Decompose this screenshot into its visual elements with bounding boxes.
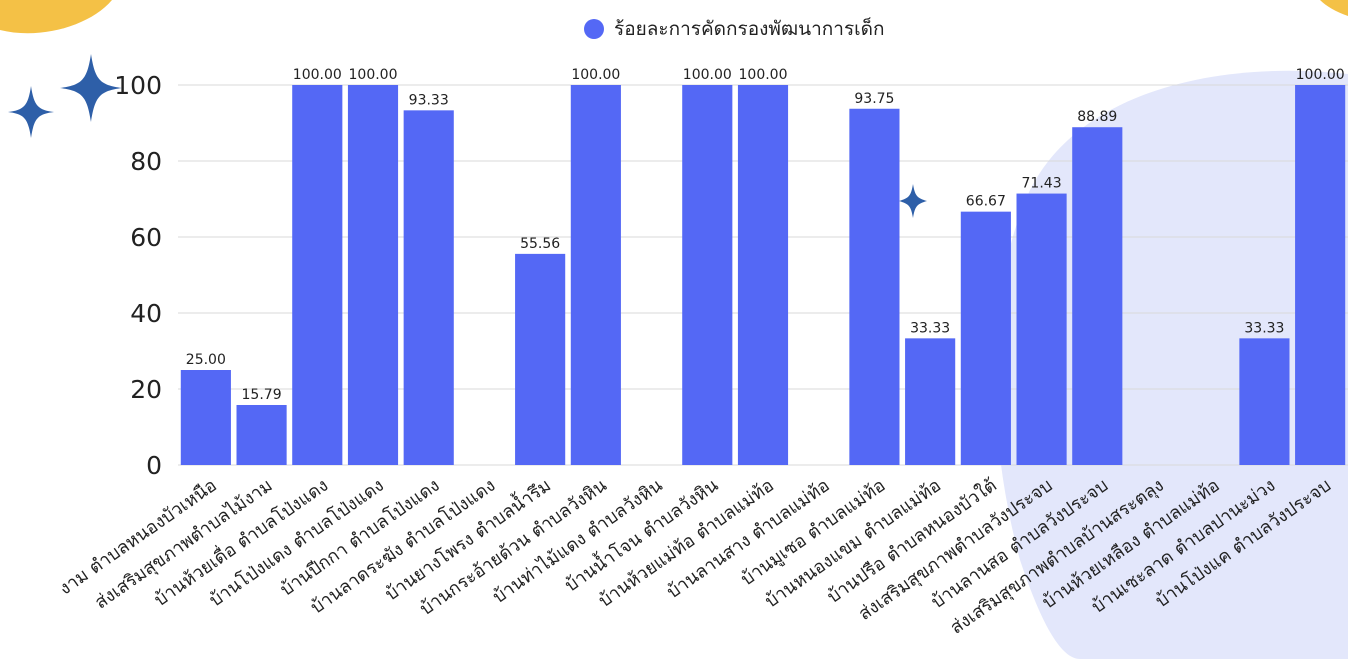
y-tick-label: 60 bbox=[130, 223, 162, 252]
corner-blob-top-right bbox=[1320, 0, 1348, 16]
data-label: 33.33 bbox=[910, 320, 950, 336]
bar bbox=[682, 85, 733, 465]
bar bbox=[1016, 193, 1067, 466]
bar bbox=[292, 85, 343, 465]
data-label: 100.00 bbox=[1296, 67, 1345, 83]
data-label: 15.79 bbox=[242, 387, 282, 403]
sparkle-star-icon bbox=[899, 184, 927, 218]
bars bbox=[180, 85, 1346, 466]
legend-dot-icon bbox=[584, 19, 604, 39]
y-tick-label: 20 bbox=[130, 375, 162, 404]
bar bbox=[403, 110, 454, 465]
data-label: 33.33 bbox=[1244, 320, 1284, 336]
bar bbox=[960, 211, 1011, 465]
corner-blob-top-left bbox=[0, 0, 112, 34]
sparkle-star-icon bbox=[60, 54, 122, 122]
bar bbox=[347, 85, 399, 465]
bar bbox=[570, 85, 621, 465]
x-axis-tick-labels: งาม ตำบลหนองบัวเหนือส่งเสริมสุขภาพตำบลไม… bbox=[55, 472, 1335, 638]
bar bbox=[737, 85, 789, 465]
data-label: 71.43 bbox=[1022, 176, 1062, 192]
data-label: 93.33 bbox=[409, 92, 449, 108]
chart-legend: ร้อยละการคัดกรองพัฒนาการเด็ก bbox=[584, 16, 884, 42]
bar bbox=[905, 338, 956, 465]
data-label: 100.00 bbox=[683, 67, 732, 83]
bar bbox=[1295, 85, 1346, 465]
data-labels: 25.00 15.79 100.00 100.00 93.33 55.56 100.00 10… bbox=[186, 67, 1345, 403]
bar bbox=[236, 404, 287, 465]
data-label: 100.00 bbox=[349, 67, 398, 83]
bar bbox=[1239, 338, 1290, 465]
data-label: 88.89 bbox=[1077, 109, 1117, 125]
y-tick-label: 80 bbox=[130, 147, 162, 176]
data-label: 100.00 bbox=[739, 67, 788, 83]
data-label: 100.00 bbox=[293, 67, 342, 83]
legend-series-label: ร้อยละการคัดกรองพัฒนาการเด็ก bbox=[614, 18, 885, 40]
y-axis-tick-labels: 0 20 40 60 80 100 bbox=[114, 71, 162, 480]
data-label: 66.67 bbox=[966, 194, 1006, 210]
data-label: 25.00 bbox=[186, 352, 226, 368]
y-tick-label: 0 bbox=[146, 451, 162, 480]
data-label: 100.00 bbox=[571, 67, 620, 83]
sparkle-star-icon bbox=[8, 86, 54, 138]
bar bbox=[180, 370, 231, 465]
bar bbox=[1072, 127, 1123, 465]
bar bbox=[849, 108, 900, 465]
y-tick-label: 100 bbox=[114, 71, 162, 100]
bar bbox=[515, 253, 566, 465]
data-label: 93.75 bbox=[854, 91, 894, 107]
data-label: 55.56 bbox=[520, 236, 560, 252]
y-tick-label: 40 bbox=[130, 299, 162, 328]
